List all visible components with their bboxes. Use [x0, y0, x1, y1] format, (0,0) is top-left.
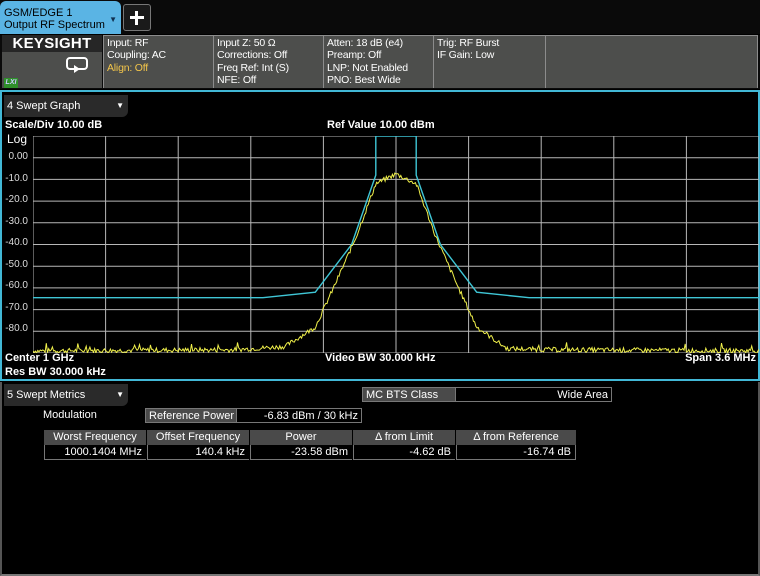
- local-remote-icon[interactable]: [66, 57, 88, 73]
- y-tick: 0.00: [8, 151, 28, 162]
- align-setting: Align: Off: [107, 61, 148, 74]
- settings-bar: KEYSIGHT LXI Input: RF Coupling: AC Alig…: [0, 35, 760, 89]
- cell-worst-frequency: 1000.1404 MHz: [44, 445, 146, 460]
- y-tick: -50.0: [5, 259, 28, 270]
- tab-bar: GSM/EDGE 1 Output RF Spectrum ▼: [0, 0, 760, 34]
- input-z-panel[interactable]: Input Z: 50 Ω Corrections: Off Freq Ref:…: [213, 35, 323, 88]
- freq-ref-setting: Freq Ref: Int (S): [217, 61, 289, 74]
- video-bw: Video BW 30.000 kHz: [325, 352, 436, 364]
- metrics-window-menu[interactable]: 5 Swept Metrics ▼: [4, 384, 128, 406]
- reference-power-value: -6.83 dBm / 30 kHz: [236, 408, 362, 423]
- y-tick: -40.0: [5, 237, 28, 248]
- lnp-setting: LNP: Not Enabled: [327, 61, 408, 74]
- reference-power-label: Reference Power: [145, 408, 237, 423]
- add-screen-button[interactable]: [123, 4, 151, 31]
- mode-tab-title: GSM/EDGE 1: [4, 7, 73, 19]
- cell-delta-reference: -16.74 dB: [456, 445, 576, 460]
- col-header-power: Power: [250, 430, 352, 445]
- res-bw: Res BW 30.000 kHz: [5, 366, 106, 378]
- center-frequency: Center 1 GHz: [5, 352, 75, 364]
- corrections-setting: Corrections: Off: [217, 49, 288, 62]
- y-tick: -70.0: [5, 302, 28, 313]
- cell-power: -23.58 dBm: [250, 445, 352, 460]
- input-settings-panel[interactable]: Input: RF Coupling: AC Align: Off: [103, 35, 213, 88]
- if-gain-setting: IF Gain: Low: [437, 49, 495, 62]
- cell-delta-limit: -4.62 dB: [353, 445, 455, 460]
- y-tick: -60.0: [5, 280, 28, 291]
- swept-graph-window[interactable]: 4 Swept Graph ▼ Scale/Div 10.00 dB Ref V…: [0, 90, 760, 381]
- input-setting: Input: RF: [107, 37, 149, 49]
- y-tick: -30.0: [5, 216, 28, 227]
- graph-window-menu[interactable]: 4 Swept Graph ▼: [4, 95, 128, 117]
- preamp-setting: Preamp: Off: [327, 49, 382, 62]
- mode-tab-measurement: Output RF Spectrum: [4, 19, 105, 31]
- y-tick: -10.0: [5, 173, 28, 184]
- col-header-offset-frequency: Offset Frequency: [147, 430, 249, 445]
- col-header-worst-frequency: Worst Frequency: [44, 430, 146, 445]
- graph-window-title: 4 Swept Graph: [7, 100, 81, 112]
- col-header-delta-limit: Δ from Limit: [353, 430, 455, 445]
- nfe-setting: NFE: Off: [217, 74, 257, 87]
- y-tick: -20.0: [5, 194, 28, 205]
- lxi-badge: LXI: [4, 78, 18, 88]
- input-z-setting: Input Z: 50 Ω: [217, 37, 276, 49]
- log-scale-label: Log: [7, 132, 28, 146]
- mc-bts-class-label: MC BTS Class: [362, 387, 456, 402]
- dropdown-arrow-icon: ▼: [116, 101, 124, 110]
- atten-setting: Atten: 18 dB (e4): [327, 37, 403, 49]
- mode-tab-gsm-edge[interactable]: GSM/EDGE 1 Output RF Spectrum ▼: [0, 1, 121, 34]
- brand-panel: KEYSIGHT LXI: [2, 35, 102, 88]
- dropdown-arrow-icon: ▼: [116, 390, 124, 399]
- swept-metrics-window[interactable]: 5 Swept Metrics ▼ Modulation Reference P…: [0, 382, 760, 576]
- metrics-window-title: 5 Swept Metrics: [7, 389, 86, 401]
- keysight-logo: KEYSIGHT: [2, 35, 102, 52]
- ref-value: Ref Value 10.00 dBm: [327, 119, 435, 131]
- scale-per-div: Scale/Div 10.00 dB: [5, 119, 103, 131]
- spectrum-plot[interactable]: [33, 136, 759, 353]
- mc-bts-class-value: Wide Area: [455, 387, 612, 402]
- col-header-delta-reference: Δ from Reference: [456, 430, 576, 445]
- modulation-label: Modulation: [43, 409, 97, 421]
- empty-settings-panel[interactable]: [545, 35, 758, 88]
- span: Span 3.6 MHz: [685, 352, 756, 364]
- cell-offset-frequency: 140.4 kHz: [147, 445, 249, 460]
- trig-setting: Trig: RF Burst: [437, 37, 500, 49]
- dropdown-arrow-icon[interactable]: ▼: [109, 15, 117, 24]
- pno-setting: PNO: Best Wide: [327, 74, 401, 87]
- atten-panel[interactable]: Atten: 18 dB (e4) Preamp: Off LNP: Not E…: [323, 35, 433, 88]
- y-tick: -80.0: [5, 323, 28, 334]
- coupling-setting: Coupling: AC: [107, 49, 166, 62]
- trigger-panel[interactable]: Trig: RF Burst IF Gain: Low: [433, 35, 545, 88]
